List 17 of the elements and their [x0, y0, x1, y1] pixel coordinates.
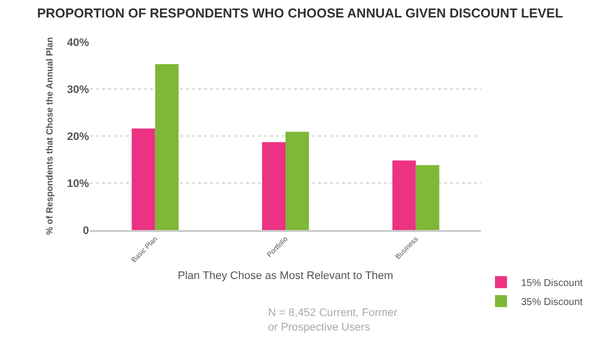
bar — [132, 128, 156, 230]
y-tick-label: 0 — [82, 224, 89, 237]
text: N = 8,452 Current, Former or Prospective Users — [268, 307, 398, 334]
y-tick-label: 20% — [66, 130, 90, 143]
bar — [286, 132, 309, 230]
legend-label: 15% Discount — [521, 278, 583, 289]
bar — [155, 64, 179, 230]
y-tick-label: 40% — [66, 36, 90, 49]
x-axis-title: Plan They Chose as Most Relevant to Them — [178, 270, 394, 282]
chart-title: PROPORTION OF RESPONDENTS WHO CHOOSE ANNUAL GIVEN DISCOUNT LEVEL — [37, 6, 563, 21]
y-axis-title: % of Respondents that Chose the Annual Plan — [44, 37, 54, 235]
legend-label: 35% Discount — [521, 297, 583, 308]
y-tick-label: 30% — [66, 84, 90, 96]
bar — [392, 160, 416, 230]
bar — [262, 142, 286, 230]
bar — [416, 165, 440, 230]
y-tick-label: 10% — [66, 178, 90, 190]
